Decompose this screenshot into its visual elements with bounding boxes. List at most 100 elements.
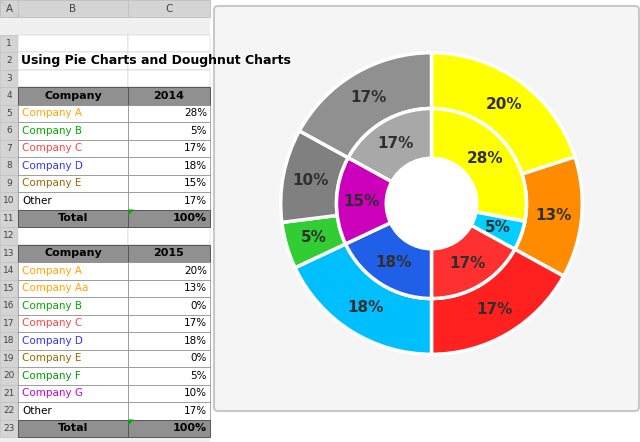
Text: 18%: 18% xyxy=(184,336,207,346)
Wedge shape xyxy=(431,108,527,221)
Text: 10%: 10% xyxy=(184,388,207,398)
Bar xyxy=(18,192,128,210)
Bar xyxy=(18,419,128,437)
Bar xyxy=(18,0,128,17)
Text: Company A: Company A xyxy=(22,266,82,276)
Bar xyxy=(18,192,128,210)
Bar xyxy=(128,52,210,69)
Wedge shape xyxy=(431,249,564,354)
Bar xyxy=(18,367,128,385)
Bar xyxy=(128,0,210,17)
Bar xyxy=(128,419,210,437)
Bar xyxy=(128,69,210,87)
Bar xyxy=(0,227,18,244)
Bar xyxy=(128,297,210,315)
Bar xyxy=(128,157,210,175)
Bar xyxy=(0,0,210,442)
Text: 17%: 17% xyxy=(184,406,207,416)
Text: 2014: 2014 xyxy=(154,91,184,101)
Bar xyxy=(18,87,128,104)
Text: Company C: Company C xyxy=(22,143,83,153)
Text: Company E: Company E xyxy=(22,353,81,363)
Bar xyxy=(128,367,210,385)
Wedge shape xyxy=(337,158,392,244)
Bar xyxy=(0,69,18,87)
Bar xyxy=(128,315,210,332)
Bar xyxy=(128,262,210,279)
Bar xyxy=(18,175,128,192)
Bar xyxy=(0,87,18,104)
Bar xyxy=(0,104,18,122)
Bar xyxy=(18,262,128,279)
Text: 100%: 100% xyxy=(173,213,207,223)
Bar xyxy=(18,262,128,279)
Bar xyxy=(0,0,210,17)
Bar xyxy=(18,175,128,192)
Text: 17: 17 xyxy=(3,319,15,328)
Bar xyxy=(128,192,210,210)
Bar xyxy=(128,104,210,122)
Bar xyxy=(0,34,18,52)
Bar xyxy=(0,402,18,419)
Text: 8: 8 xyxy=(6,161,12,170)
Text: Other: Other xyxy=(22,406,52,416)
Text: 13%: 13% xyxy=(536,208,572,223)
Text: 2015: 2015 xyxy=(154,248,184,258)
Polygon shape xyxy=(128,419,134,426)
Bar xyxy=(128,279,210,297)
Text: 1: 1 xyxy=(6,39,12,48)
Bar xyxy=(128,419,210,437)
Text: Company E: Company E xyxy=(22,178,81,188)
Text: C: C xyxy=(165,4,173,14)
Text: Company C: Company C xyxy=(22,318,83,328)
Text: Company F: Company F xyxy=(22,371,81,381)
Bar xyxy=(18,122,128,140)
Text: Company B: Company B xyxy=(22,126,82,136)
Text: Company: Company xyxy=(44,248,102,258)
Bar xyxy=(18,122,128,140)
Text: 22: 22 xyxy=(3,406,15,415)
Bar xyxy=(18,69,128,87)
Text: 18%: 18% xyxy=(376,255,412,270)
Bar xyxy=(0,140,18,157)
Bar xyxy=(128,385,210,402)
Text: 17%: 17% xyxy=(449,256,485,271)
Bar xyxy=(128,104,210,122)
Text: 15: 15 xyxy=(3,284,15,293)
Bar xyxy=(18,385,128,402)
Bar xyxy=(128,34,210,52)
Bar xyxy=(128,140,210,157)
Bar xyxy=(18,140,128,157)
Text: Company D: Company D xyxy=(22,161,83,171)
Bar xyxy=(0,332,18,350)
Bar xyxy=(18,244,128,262)
Bar xyxy=(128,350,210,367)
Bar xyxy=(18,227,128,244)
Text: 17%: 17% xyxy=(351,90,387,105)
Bar xyxy=(0,210,18,227)
Text: Company Aa: Company Aa xyxy=(22,283,88,293)
Text: 5%: 5% xyxy=(484,220,511,235)
Bar xyxy=(18,104,128,122)
Circle shape xyxy=(387,158,477,249)
Bar xyxy=(18,279,128,297)
Bar xyxy=(128,122,210,140)
Text: 5%: 5% xyxy=(301,230,326,245)
Text: 0%: 0% xyxy=(191,353,207,363)
Bar xyxy=(18,332,128,350)
Bar xyxy=(0,419,18,437)
Bar xyxy=(18,385,128,402)
Text: 13%: 13% xyxy=(184,283,207,293)
Text: 18%: 18% xyxy=(348,300,384,315)
Text: 9: 9 xyxy=(6,179,12,188)
Bar xyxy=(128,175,210,192)
Bar xyxy=(128,297,210,315)
Bar xyxy=(0,175,18,192)
Text: 6: 6 xyxy=(6,126,12,135)
Bar xyxy=(0,279,18,297)
Bar xyxy=(128,262,210,279)
Bar xyxy=(18,279,128,297)
Bar xyxy=(0,192,18,210)
Bar xyxy=(0,315,18,332)
Bar xyxy=(128,227,210,244)
